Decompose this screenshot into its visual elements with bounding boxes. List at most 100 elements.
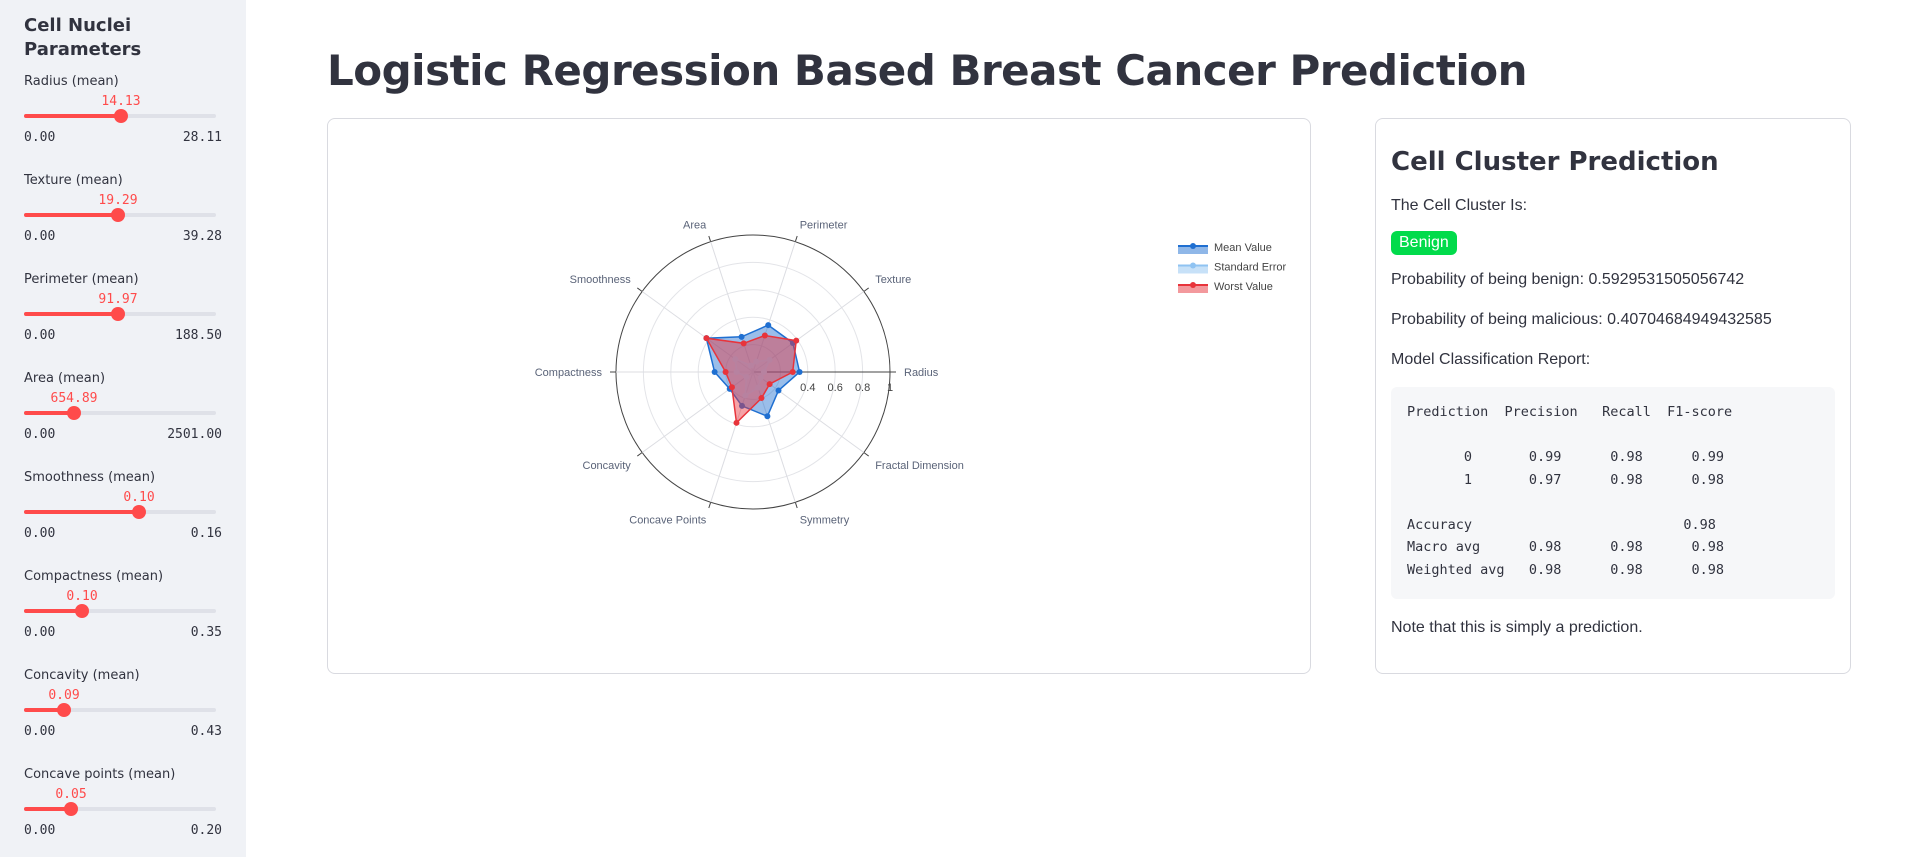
slider-label: Radius (mean) <box>24 74 119 89</box>
legend-entry: Mean Value <box>1214 242 1272 254</box>
radar-tick-mark <box>708 502 712 509</box>
radar-tick-mark <box>637 287 643 292</box>
classification-report: Prediction Precision Recall F1-score 0 0… <box>1391 387 1835 599</box>
slider-smoothness-mean[interactable]: Smoothness (mean) 0.10 0.00 0.16 <box>24 470 222 569</box>
slider-thumb[interactable] <box>114 109 128 123</box>
slider-thumb[interactable] <box>57 703 71 717</box>
radar-radial-tick: 0.8 <box>855 382 870 394</box>
slider-value: 14.13 <box>101 94 141 109</box>
legend-marker <box>1190 262 1196 269</box>
radar-category-label: Compactness <box>535 367 603 379</box>
legend-marker <box>1190 282 1196 288</box>
slider-thumb[interactable] <box>111 208 125 222</box>
slider-concavity-mean[interactable]: Concavity (mean) 0.09 0.00 0.43 <box>24 668 222 767</box>
radar-category-label: Texture <box>875 274 911 286</box>
slider-fill <box>24 312 118 316</box>
radar-data-point <box>747 362 754 369</box>
radar-spoke <box>710 241 754 373</box>
radar-category-label: Perimeter <box>800 219 848 231</box>
slider-max: 0.16 <box>190 526 222 541</box>
radar-category-label: Concave Points <box>629 515 707 527</box>
slider-label: Texture (mean) <box>24 173 123 188</box>
slider-area-mean[interactable]: Area (mean) 654.89 0.00 2501.00 <box>24 371 222 470</box>
radar-data-point <box>765 322 772 329</box>
slider-label: Concave points (mean) <box>24 767 176 782</box>
radar-data-point <box>711 369 718 375</box>
slider-fill <box>24 510 139 514</box>
slider-thumb[interactable] <box>111 307 125 321</box>
radar-data-point <box>775 387 782 394</box>
slider-thumb[interactable] <box>75 604 89 618</box>
classification-report-text: Prediction Precision Recall F1-score 0 0… <box>1407 404 1733 578</box>
slider-list: Radius (mean) 14.13 0.00 28.11 Texture (mean… <box>24 74 222 866</box>
probability-benign: Probability of being benign: 0.592953150… <box>1391 271 1745 288</box>
legend-entry: Standard Error <box>1214 262 1286 274</box>
slider-min: 0.00 <box>24 625 56 640</box>
cluster-label: The Cell Cluster Is: <box>1391 197 1528 214</box>
radar-data-point <box>733 369 740 375</box>
slider-label: Perimeter (mean) <box>24 272 139 287</box>
radar-tick-mark <box>637 452 643 457</box>
slider-label: Compactness (mean) <box>24 569 164 584</box>
slider-max: 0.20 <box>190 823 222 838</box>
radar-radial-tick: 0.4 <box>800 382 815 394</box>
radar-category-label: Fractal Dimension <box>875 460 964 472</box>
prediction-card: Cell Cluster Prediction The Cell Cluster… <box>1375 118 1851 674</box>
slider-track[interactable] <box>24 505 216 519</box>
slider-label: Area (mean) <box>24 371 106 386</box>
slider-value: 19.29 <box>98 193 138 208</box>
slider-thumb[interactable] <box>67 406 81 420</box>
slider-thumb[interactable] <box>64 802 78 816</box>
radar-data-point <box>740 340 747 347</box>
slider-concave-points-mean[interactable]: Concave points (mean) 0.05 0.00 0.20 <box>24 767 222 866</box>
report-label: Model Classification Report: <box>1391 351 1591 368</box>
radar-chart[interactable]: 0.4 0.6 0.8 1 Radius Texture Perimeter Area Smoo… <box>328 119 1310 673</box>
radar-data-point <box>758 395 765 402</box>
slider-track[interactable] <box>24 604 216 618</box>
radar-category-label: Smoothness <box>570 274 632 286</box>
legend-entry: Worst Value <box>1214 281 1273 293</box>
radar-spoke <box>641 371 754 453</box>
slider-track[interactable] <box>24 703 216 717</box>
legend-marker <box>1190 243 1196 249</box>
radar-data-point <box>732 356 739 363</box>
slider-min: 0.00 <box>24 328 56 343</box>
slider-track[interactable] <box>24 109 216 123</box>
radar-data-point <box>743 373 750 380</box>
slider-max: 28.11 <box>182 130 222 145</box>
slider-max: 0.43 <box>190 724 222 739</box>
radar-tick-mark <box>863 452 869 457</box>
radar-data-point <box>742 392 749 399</box>
slider-thumb[interactable] <box>132 505 146 519</box>
sidebar-title: Cell Nuclei Parameters <box>24 15 142 60</box>
slider-track[interactable] <box>24 802 216 816</box>
slider-max: 188.50 <box>175 328 222 343</box>
slider-max: 39.28 <box>182 229 222 244</box>
prediction-note: Note that this is simply a prediction. <box>1391 619 1643 636</box>
radar-data-point <box>757 374 764 381</box>
page-title: Logistic Regression Based Breast Cancer … <box>327 46 1528 95</box>
slider-max: 2501.00 <box>167 427 222 442</box>
slider-label: Concavity (mean) <box>24 668 140 683</box>
slider-track[interactable] <box>24 307 216 321</box>
slider-radius-mean[interactable]: Radius (mean) 14.13 0.00 28.11 <box>24 74 222 173</box>
slider-track[interactable] <box>24 406 216 420</box>
radar-data-point <box>733 419 740 426</box>
slider-track[interactable] <box>24 208 216 222</box>
radar-data-point <box>766 381 773 388</box>
radar-data-point <box>796 369 803 375</box>
slider-perimeter-mean[interactable]: Perimeter (mean) 91.97 0.00 188.50 <box>24 272 222 371</box>
radar-category-label: Concavity <box>583 460 632 472</box>
radar-tick-mark <box>794 235 798 242</box>
slider-compactness-mean[interactable]: Compactness (mean) 0.10 0.00 0.35 <box>24 569 222 668</box>
slider-value: 654.89 <box>50 391 98 406</box>
radar-data-point <box>738 402 745 409</box>
slider-texture-mean[interactable]: Texture (mean) 19.29 0.00 39.28 <box>24 173 222 272</box>
slider-value: 0.10 <box>123 490 155 505</box>
radar-data-point <box>703 335 710 342</box>
radar-category-label: Area <box>683 219 707 231</box>
slider-fill <box>24 411 74 415</box>
slider-fill <box>24 807 71 811</box>
slider-value: 91.97 <box>98 292 138 307</box>
radar-data-point <box>764 413 771 420</box>
